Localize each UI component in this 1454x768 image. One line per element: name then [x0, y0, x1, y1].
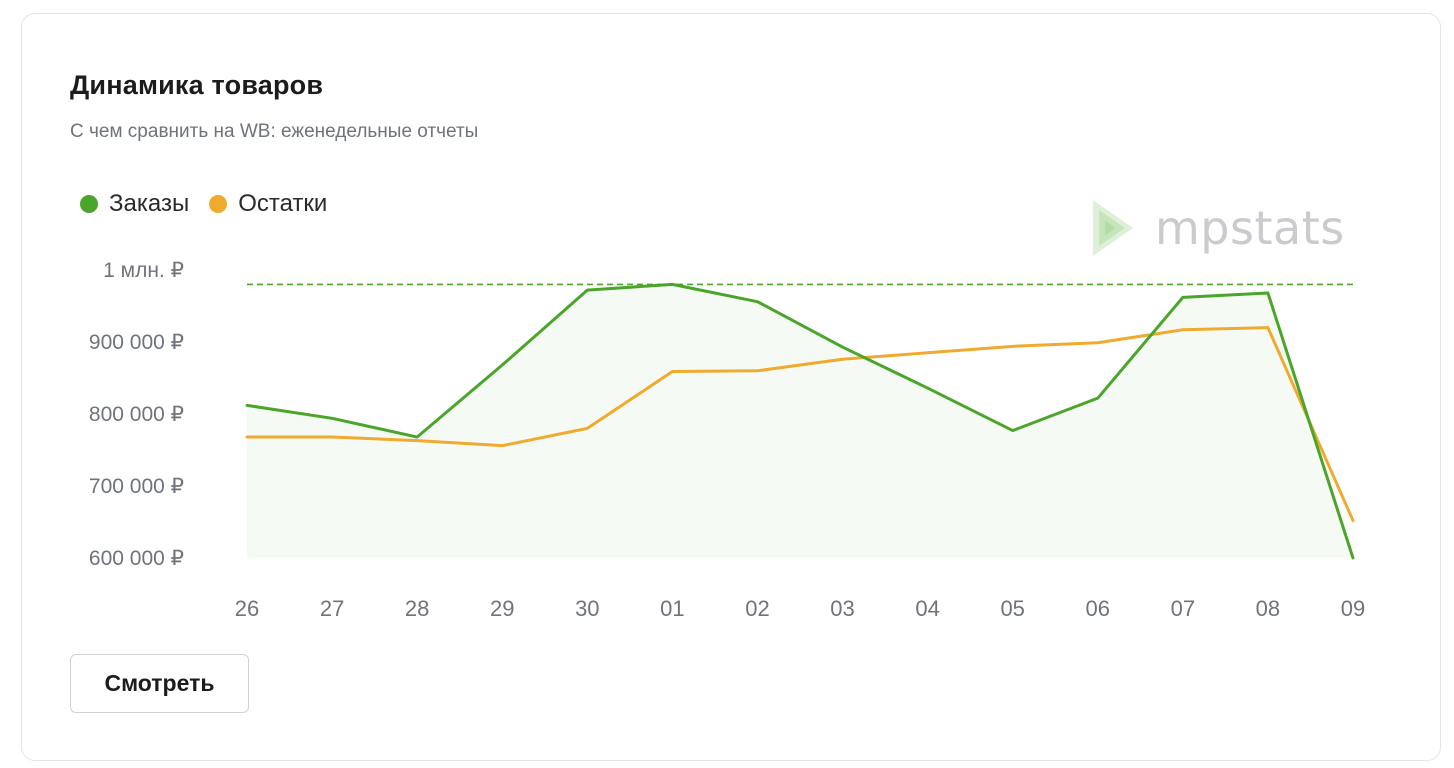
line-chart: 600 000 ₽ 700 000 ₽ 800 000 ₽ 900 000 ₽ 1 мл…	[89, 259, 1365, 621]
x-tick-label: 27	[320, 596, 344, 621]
x-tick-label: 29	[490, 596, 514, 621]
x-tick-label: 06	[1086, 596, 1110, 621]
x-tick-label: 26	[235, 596, 259, 621]
legend-item-stock[interactable]: Остатки	[209, 190, 327, 218]
chart-legend: Заказы Остатки	[80, 190, 347, 218]
x-tick-label: 07	[1171, 596, 1195, 621]
legend-label-stock: Остатки	[238, 190, 328, 217]
series-line-0	[245, 282, 1355, 560]
series-area-0	[247, 284, 1353, 558]
x-tick-label: 08	[1256, 596, 1280, 621]
y-tick-label: 1 млн. ₽	[103, 259, 184, 282]
x-tick-label: 02	[745, 596, 769, 621]
legend-label-orders: Заказы	[109, 190, 190, 217]
x-tick-label: 28	[405, 596, 429, 621]
series-line-1	[245, 326, 1355, 523]
legend-dot-stock	[209, 195, 228, 213]
y-tick-label: 800 000 ₽	[89, 403, 184, 426]
legend-dot-orders	[80, 195, 98, 213]
x-tick-label: 05	[1000, 596, 1024, 621]
mpstats-logo: mpstats	[1093, 200, 1345, 256]
y-tick-label: 900 000 ₽	[89, 331, 184, 354]
legend-item-orders[interactable]: Заказы	[80, 190, 189, 218]
card-subtitle: С чем сравнить на WB: еженедельные отчет…	[70, 121, 479, 142]
x-tick-label: 04	[915, 596, 939, 621]
x-tick-label: 30	[575, 596, 599, 621]
x-tick-label: 03	[830, 596, 854, 621]
card-title: Динамика товаров	[70, 70, 324, 100]
y-tick-label: 700 000 ₽	[89, 475, 184, 498]
play-triangle-logo-icon	[1093, 200, 1133, 256]
view-button[interactable]: Смотреть	[70, 654, 249, 713]
x-tick-label: 01	[660, 596, 684, 621]
x-tick-label: 09	[1341, 596, 1365, 621]
logo-text: mpstats	[1155, 201, 1345, 255]
y-tick-label: 600 000 ₽	[89, 547, 184, 570]
